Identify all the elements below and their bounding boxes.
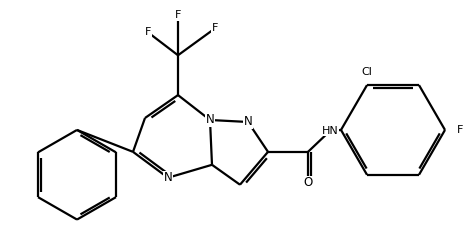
Text: N: N — [164, 171, 172, 184]
Text: F: F — [212, 23, 218, 33]
Text: Cl: Cl — [362, 67, 372, 77]
Text: F: F — [457, 125, 463, 135]
Text: O: O — [303, 176, 313, 189]
Text: F: F — [175, 11, 181, 20]
Text: N: N — [206, 113, 214, 127]
Text: N: N — [244, 115, 253, 128]
Text: F: F — [145, 27, 151, 37]
Text: HN: HN — [322, 126, 338, 136]
